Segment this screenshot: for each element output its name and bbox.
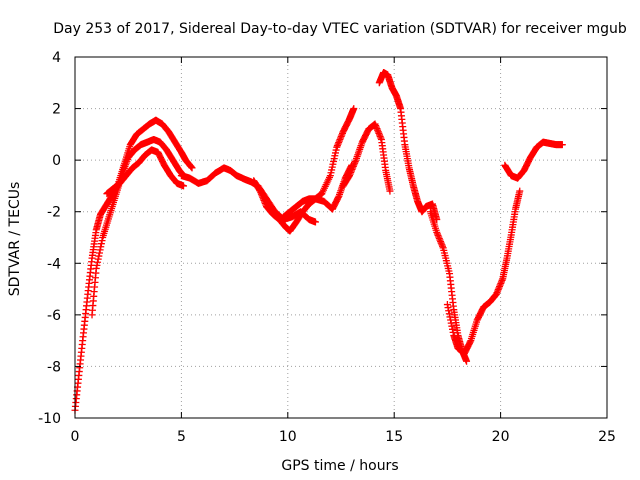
y-tick-label: 4 bbox=[52, 50, 61, 66]
x-tick-label: 20 bbox=[492, 429, 510, 445]
data-series-3 bbox=[103, 146, 188, 198]
chart-title: Day 253 of 2017, Sidereal Day-to-day VTE… bbox=[53, 21, 627, 37]
data-series-10 bbox=[443, 187, 524, 358]
data-series-11 bbox=[501, 138, 566, 182]
x-tick-label: 10 bbox=[279, 429, 297, 445]
data-point bbox=[350, 105, 358, 113]
data-point bbox=[386, 187, 394, 195]
y-tick-label: -10 bbox=[38, 411, 61, 427]
y-tick-label: -6 bbox=[47, 308, 61, 324]
x-tick-label: 25 bbox=[598, 429, 616, 445]
data-point bbox=[311, 218, 319, 226]
data-series-7 bbox=[339, 120, 394, 195]
data-series bbox=[71, 68, 566, 414]
data-point bbox=[180, 182, 188, 190]
data-point bbox=[188, 164, 196, 172]
data-series-6 bbox=[280, 105, 358, 221]
x-tick-label: 5 bbox=[177, 429, 186, 445]
axes: 0 5 10 15 20 25 -10 -8 -6 -4 -2 0 2 4 bbox=[38, 50, 616, 445]
y-tick-label: -8 bbox=[47, 359, 61, 375]
data-point bbox=[516, 187, 524, 195]
y-tick-label: -2 bbox=[47, 205, 61, 221]
x-axis-label: GPS time / hours bbox=[281, 458, 398, 474]
x-tick-label: 0 bbox=[71, 429, 80, 445]
data-point bbox=[463, 357, 471, 365]
data-point bbox=[558, 141, 566, 149]
data-series-2 bbox=[88, 136, 188, 319]
y-tick-label: 0 bbox=[52, 153, 61, 169]
x-tick-label: 15 bbox=[385, 429, 403, 445]
y-tick-label: 2 bbox=[52, 102, 61, 118]
y-axis-label: SDTVAR / TECUs bbox=[7, 182, 23, 297]
y-tick-label: -4 bbox=[47, 256, 61, 272]
plot-frame bbox=[74, 56, 608, 419]
